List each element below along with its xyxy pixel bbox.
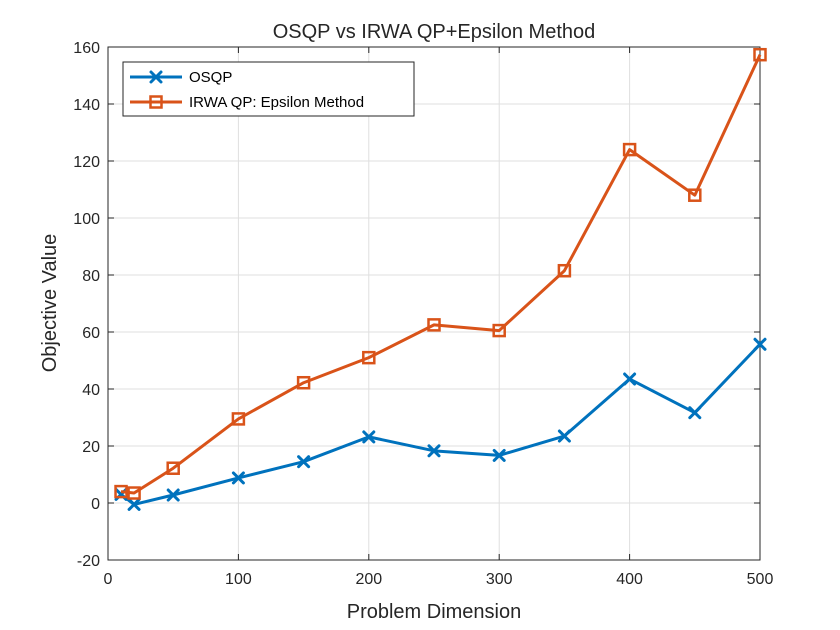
chart-title: OSQP vs IRWA QP+Epsilon Method (273, 21, 596, 43)
data-point (362, 430, 376, 444)
plot-axes (107, 46, 761, 561)
y-tick-label: 80 (82, 268, 100, 285)
data-point (753, 337, 767, 351)
data-point (492, 323, 506, 338)
data-point (127, 497, 141, 511)
marker-stroke (753, 337, 767, 351)
marker-stroke (362, 430, 376, 444)
plot-background (108, 47, 760, 560)
x-tick-labels: 0 100 200 300 400 500 (104, 571, 774, 588)
data-point (231, 471, 245, 485)
legend-box (122, 61, 415, 117)
marker-stroke (149, 70, 163, 84)
marker-stroke (427, 444, 441, 458)
data-point (622, 142, 637, 157)
y-tick-label: 160 (73, 40, 100, 57)
data-point (557, 263, 572, 278)
legend: OSQP IRWA QP: Epsilon Method (122, 61, 415, 117)
marker-stroke (557, 429, 571, 443)
legend-marker (149, 95, 163, 109)
series-irwa (114, 47, 767, 500)
data-point (297, 455, 311, 469)
data-point (557, 429, 571, 443)
marker-stroke (688, 406, 702, 420)
x-tick-label: 500 (747, 571, 774, 588)
data-point (296, 375, 311, 390)
data-point (427, 318, 441, 332)
data-point (127, 486, 141, 500)
series-line (120, 343, 762, 506)
data-point (753, 47, 767, 62)
y-axis-title: Objective Value (39, 234, 61, 373)
data-point (362, 350, 376, 365)
marker-stroke (492, 448, 506, 462)
x-tick-label: 300 (486, 571, 513, 588)
data-series (114, 47, 767, 511)
legend-marker (149, 70, 163, 84)
x-tick-label: 100 (225, 571, 252, 588)
data-point (114, 484, 128, 499)
y-tick-label: 60 (82, 325, 100, 342)
data-point (688, 406, 702, 420)
marker-stroke (166, 488, 180, 502)
data-point (166, 488, 180, 502)
y-tick-label: 100 (73, 211, 100, 228)
data-point (231, 412, 246, 426)
legend-label: IRWA QP: Epsilon Method (189, 94, 364, 111)
y-tick-label: 0 (91, 496, 100, 513)
data-point (427, 444, 441, 458)
series-osqp (114, 337, 767, 511)
x-tick-label: 200 (355, 571, 382, 588)
plot-frame (107, 46, 761, 561)
data-point (492, 448, 506, 462)
data-point (166, 461, 180, 475)
marker-stroke (231, 471, 245, 485)
marker-stroke (127, 497, 141, 511)
y-tick-label: 40 (82, 382, 100, 399)
data-point (688, 188, 702, 202)
y-tick-label: -20 (77, 553, 100, 570)
marker-stroke (297, 455, 311, 469)
y-tick-label: 20 (82, 439, 100, 456)
y-tick-labels: -20 0 20 40 60 80 100 120 140 160 (73, 40, 100, 570)
x-tick-label: 0 (104, 571, 113, 588)
y-tick-label: 140 (73, 97, 100, 114)
x-tick-label: 400 (616, 571, 643, 588)
x-axis-title: Problem Dimension (347, 601, 522, 623)
legend-label: OSQP (189, 69, 232, 86)
data-point (623, 372, 637, 386)
y-tick-label: 120 (73, 154, 100, 171)
marker-stroke (623, 372, 637, 386)
